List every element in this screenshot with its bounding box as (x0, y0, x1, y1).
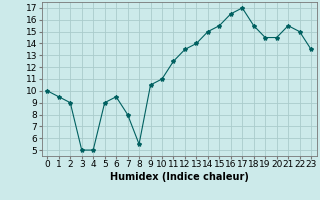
X-axis label: Humidex (Indice chaleur): Humidex (Indice chaleur) (110, 172, 249, 182)
